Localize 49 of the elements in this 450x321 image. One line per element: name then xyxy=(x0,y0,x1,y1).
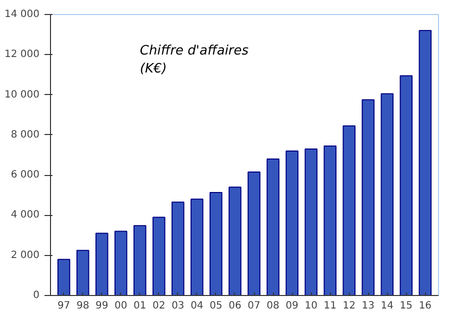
text: Chiffre d'affaires (K€) xyxy=(140,43,249,76)
x-tick-label: 08 xyxy=(266,300,280,312)
y-tick-label: 0 xyxy=(33,290,40,301)
bar xyxy=(152,216,166,296)
x-tick-label: 12 xyxy=(342,300,356,312)
bar xyxy=(286,150,298,296)
x-tick-label: 09 xyxy=(286,300,298,312)
x-tick-label: 05 xyxy=(210,300,222,312)
y-tick-label: 12 000 xyxy=(4,49,40,60)
bar xyxy=(400,75,413,296)
x-tick-label: 97 xyxy=(57,300,70,312)
x-tick-label: 02 xyxy=(152,300,166,312)
bar xyxy=(248,172,260,296)
bar xyxy=(380,93,394,296)
x-tick-label: 06 xyxy=(228,300,242,312)
bar xyxy=(304,148,318,296)
bar xyxy=(210,192,222,296)
x-tick-label: 11 xyxy=(324,300,336,312)
bar xyxy=(418,30,432,296)
bar xyxy=(172,202,184,296)
x-tick-label: 98 xyxy=(76,300,90,312)
x-tick-label: 00 xyxy=(114,300,128,312)
bar xyxy=(76,250,90,296)
x-tick-label: 14 xyxy=(380,300,394,312)
y-tick-label: 6 000 xyxy=(10,170,40,181)
bar xyxy=(362,99,375,296)
bar xyxy=(324,145,336,296)
bar xyxy=(57,258,70,296)
x-tick-label: 03 xyxy=(172,300,184,312)
bar xyxy=(266,158,280,296)
x-tick-label: 13 xyxy=(362,300,374,312)
bar xyxy=(190,198,204,296)
x-tick-label: 04 xyxy=(190,300,204,312)
bar xyxy=(95,232,108,296)
x-tick-label: 01 xyxy=(134,300,146,312)
bar xyxy=(114,230,128,296)
y-tick-label: 14 000 xyxy=(4,9,40,20)
bar xyxy=(133,225,146,296)
x-tick-label: 10 xyxy=(304,300,318,312)
y-tick-label: 4 000 xyxy=(10,210,40,221)
bar xyxy=(228,186,242,296)
y-tick-label: 8 000 xyxy=(10,129,40,140)
x-tick-label: 15 xyxy=(400,300,413,312)
y-tick-label: 10 000 xyxy=(4,89,40,100)
x-tick-label: 99 xyxy=(95,300,108,312)
x-tick-label: 16 xyxy=(418,300,432,312)
y-tick-label: 2 000 xyxy=(10,250,40,261)
bar xyxy=(342,125,356,296)
x-tick-label: 07 xyxy=(248,300,260,312)
